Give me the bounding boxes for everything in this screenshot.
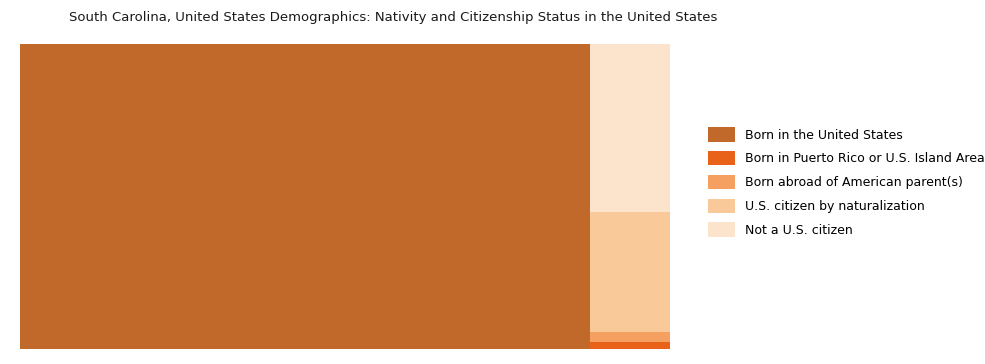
Bar — [590, 332, 670, 342]
Bar — [590, 342, 670, 349]
Legend: Born in the United States, Born in Puerto Rico or U.S. Island Areas, Born abroad: Born in the United States, Born in Puert… — [707, 127, 985, 237]
Bar — [590, 211, 670, 332]
Bar — [20, 44, 590, 349]
Bar — [590, 44, 670, 211]
Text: South Carolina, United States Demographics: Nativity and Citizenship Status in t: South Carolina, United States Demographi… — [69, 11, 717, 24]
